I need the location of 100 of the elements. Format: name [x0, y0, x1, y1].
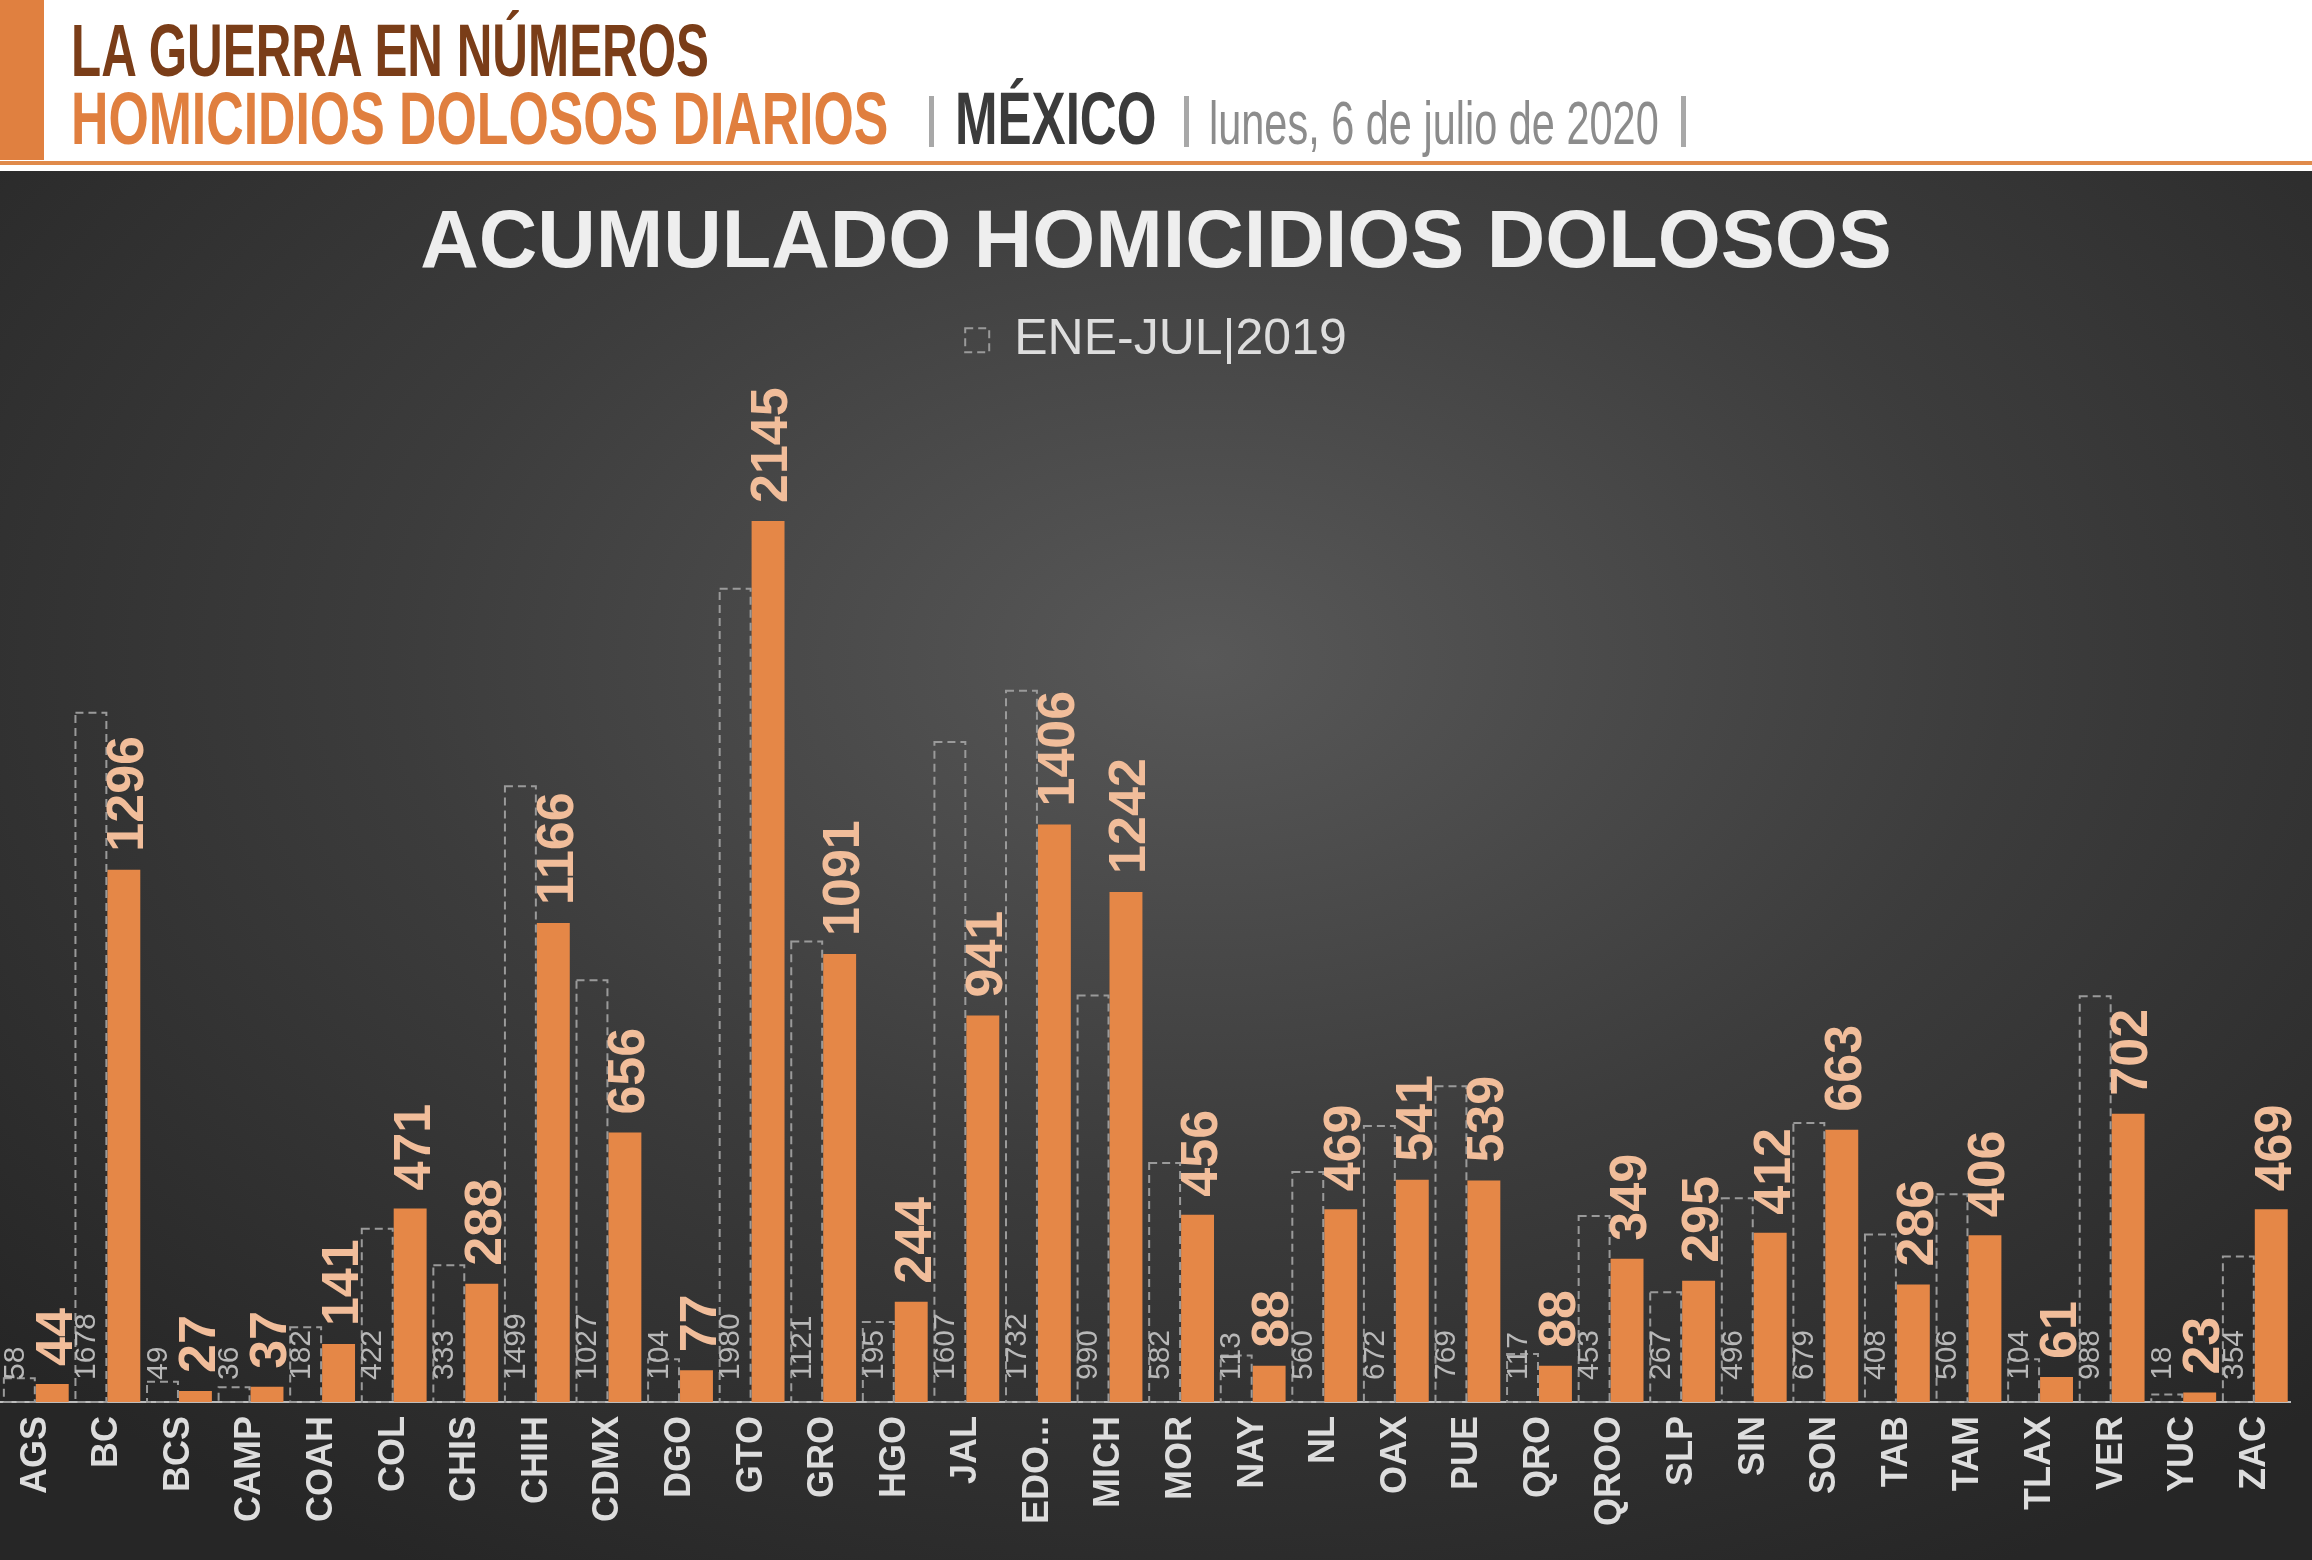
bar [1577, 1214, 1611, 1403]
x-tick-label: EDO... [1014, 1416, 1056, 1525]
data-label: 406 [1957, 1130, 2016, 1218]
bar [790, 940, 824, 1403]
bar [503, 785, 537, 1403]
bar [1076, 994, 1110, 1403]
x-tick-label: GRO [800, 1416, 842, 1499]
x-tick-label: BCS [155, 1416, 197, 1493]
bar [1291, 1170, 1325, 1403]
data-label: 195 [855, 1329, 889, 1380]
data-label: 49 [139, 1346, 173, 1380]
data-label: 333 [426, 1329, 460, 1380]
x-tick-label: CHIH [513, 1416, 555, 1504]
x-tick-label: MOR [1158, 1416, 1200, 1500]
bar [146, 1380, 179, 1403]
data-label: 286 [1885, 1179, 1944, 1267]
bar [465, 1283, 499, 1402]
bar [1324, 1209, 1358, 1402]
bar [1362, 1124, 1396, 1403]
x-tick-label: VER [2088, 1416, 2130, 1491]
data-label: 104 [2000, 1329, 2034, 1380]
data-label: 656 [597, 1027, 656, 1115]
data-label: 1121 [783, 1315, 817, 1380]
data-label: 295 [1670, 1176, 1729, 1263]
bar [2221, 1255, 2255, 1403]
bar [1682, 1280, 1716, 1402]
x-tick-label: COL [370, 1416, 412, 1492]
x-tick-label: SON [1802, 1416, 1844, 1495]
data-label: 539 [1456, 1075, 1515, 1163]
bar [751, 521, 785, 1402]
data-label: 456 [1169, 1109, 1228, 1197]
text: MÉXICO [955, 77, 1157, 160]
data-label: 2145 [740, 387, 799, 504]
bar [1968, 1235, 2002, 1402]
data-label: 1027 [569, 1313, 603, 1380]
data-label: 408 [1857, 1329, 1891, 1380]
bar [2078, 995, 2112, 1403]
data-label: 582 [1141, 1329, 1175, 1380]
data-label: 104 [640, 1329, 674, 1380]
data-label: 1406 [1026, 690, 1085, 807]
data-label: 113 [1213, 1332, 1247, 1380]
x-tick-label: YUC [2160, 1416, 2202, 1493]
data-label: 1091 [811, 820, 870, 936]
bar [823, 953, 857, 1402]
data-label: 412 [1742, 1128, 1801, 1215]
data-label: 18 [2144, 1346, 2178, 1380]
bar [1935, 1193, 1969, 1403]
bar [1005, 689, 1038, 1403]
bar [680, 1370, 713, 1402]
bar [2111, 1113, 2145, 1402]
x-tick-label: NAY [1229, 1416, 1271, 1489]
legend-label: ENE-JUL|2019 [1014, 308, 1347, 365]
bar [718, 587, 752, 1403]
x-tick-label: OAX [1372, 1416, 1414, 1495]
data-label: 1296 [96, 736, 155, 852]
bar [432, 1264, 466, 1403]
bar [1181, 1214, 1215, 1402]
bar [1538, 1365, 1572, 1402]
bar [250, 1386, 284, 1402]
x-tick-label: ZAC [2231, 1416, 2273, 1490]
bar [360, 1227, 394, 1403]
x-tick-label: GTO [728, 1416, 770, 1494]
data-label: 1499 [497, 1313, 531, 1380]
data-label: 663 [1814, 1024, 1873, 1112]
data-label: 244 [883, 1196, 942, 1284]
data-label: 469 [1313, 1104, 1372, 1192]
bar [322, 1344, 356, 1402]
x-tick-label: HGO [871, 1416, 913, 1499]
data-label: 496 [1714, 1329, 1748, 1380]
data-label: 990 [1070, 1329, 1104, 1380]
x-tick-label: COAH [299, 1416, 341, 1522]
bar [107, 869, 141, 1402]
bar [217, 1386, 251, 1403]
bar [933, 740, 967, 1403]
data-label: 349 [1599, 1153, 1658, 1241]
bar [1753, 1232, 1787, 1402]
x-tick-label: JAL [943, 1416, 985, 1485]
x-tick-label: TAM [1945, 1416, 1987, 1492]
bar [894, 1301, 928, 1402]
bar [289, 1326, 323, 1403]
bar [1037, 824, 1071, 1402]
data-label: 469 [2243, 1104, 2302, 1192]
bar [1720, 1197, 1754, 1403]
x-tick-label: PUE [1444, 1416, 1486, 1491]
x-tick-label: DGO [656, 1416, 698, 1499]
data-label: 471 [382, 1103, 441, 1191]
x-tick-label: CHIS [442, 1416, 484, 1503]
bar [1434, 1085, 1468, 1403]
bar [2040, 1376, 2073, 1402]
bar [966, 1015, 1000, 1402]
x-tick-label: QROO [1587, 1416, 1629, 1527]
bar [1148, 1161, 1182, 1403]
bar [35, 1383, 69, 1402]
data-label: 541 [1384, 1075, 1443, 1162]
x-tick-label: AGS [12, 1416, 54, 1495]
bar [2183, 1392, 2217, 1402]
data-label: 506 [1929, 1329, 1963, 1380]
data-label: 702 [2100, 1008, 2159, 1096]
bar [74, 711, 108, 1403]
x-tick-label: TLAX [2016, 1416, 2058, 1510]
